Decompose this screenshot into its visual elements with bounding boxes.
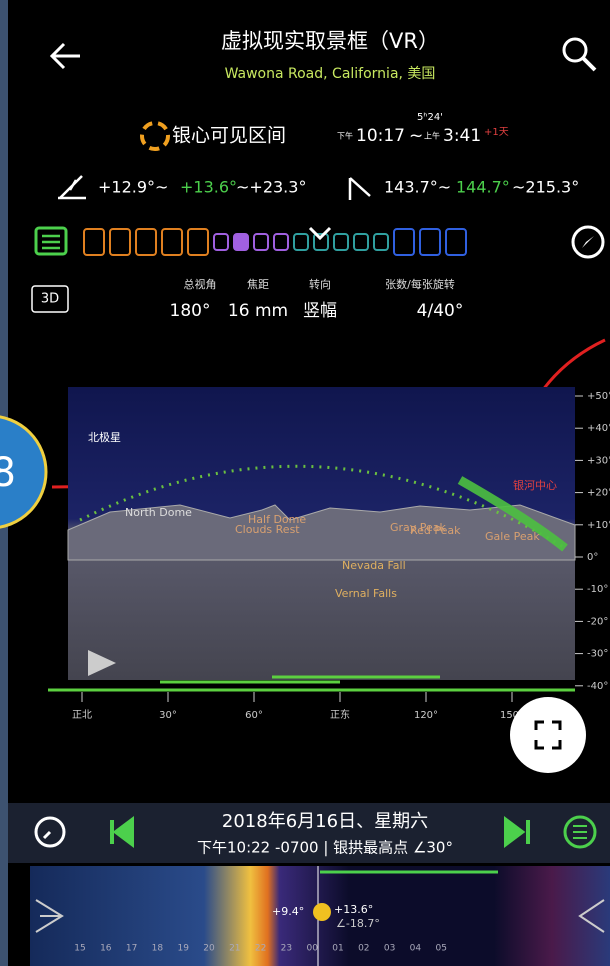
hour-label: 05 xyxy=(435,944,446,954)
hour-label: 01 xyxy=(332,944,343,954)
hour-label: 21 xyxy=(229,944,240,954)
end-time: 3:41 xyxy=(443,126,481,146)
hour-label: 18 xyxy=(152,944,164,954)
date: 2018年6月16日、星期六 xyxy=(222,811,428,832)
azimuth-tick-label: 正东 xyxy=(330,708,350,721)
setting-label: 总视角 xyxy=(184,277,217,291)
elevation-tick-label: +20° xyxy=(587,488,610,499)
timeline-left: +9.4° xyxy=(272,905,304,918)
hour-label: 17 xyxy=(126,944,137,954)
milky-way-label: 银心可见区间 xyxy=(172,125,286,147)
elevation-tick-label: +10° xyxy=(587,520,610,531)
setting-label: 张数/每张旋转 xyxy=(385,277,455,291)
elevation-min: +12.9°~ xyxy=(98,178,168,197)
setting-label: 焦距 xyxy=(247,278,269,291)
elevation-max: ~+23.3° xyxy=(236,178,306,197)
place-label: Red Peak xyxy=(410,524,461,537)
azimuth-tick-label: 120° xyxy=(414,710,438,721)
elevation-tick-label: +30° xyxy=(587,455,610,466)
subtitle: Wawona Road, California, 美国 xyxy=(225,66,436,82)
title: 虚拟现实取景框（VR） xyxy=(221,29,439,53)
azimuth-tick-label: 正北 xyxy=(72,709,92,721)
duration: 5ʰ24' xyxy=(417,112,443,123)
start-time: 10:17 xyxy=(356,126,405,146)
screen: 虚拟现实取景框（VR） Wawona Road, California, 美国 … xyxy=(0,0,610,966)
timeline-hours: 15 16 17 18 19 20 21 22 23 00 01 02 03 04 05 xyxy=(74,944,447,954)
hour-label: 00 xyxy=(306,944,318,954)
azimuth-current: 144.7° xyxy=(456,178,510,197)
date-detail: 下午10:22 -0700 | 银拱最高点 ∠30° xyxy=(197,839,453,857)
place-label: 北极星 xyxy=(88,430,121,444)
elevation-tick-label: 0° xyxy=(587,552,598,563)
hour-label: 04 xyxy=(410,944,422,954)
hour-label: 03 xyxy=(384,944,395,954)
elevation-tick-label: -20° xyxy=(587,616,608,627)
hour-label: 15 xyxy=(74,944,85,954)
setting-label: 转向 xyxy=(309,277,331,291)
next-day: +1天 xyxy=(484,127,509,138)
separator: ~ xyxy=(409,126,423,146)
elevation-tick-label: +40° xyxy=(587,423,610,434)
place-label: Clouds Rest xyxy=(235,523,300,536)
azimuth-min: 143.7°~ xyxy=(384,178,451,197)
elevation-current: +13.6° xyxy=(180,178,237,197)
place-label: North Dome xyxy=(125,506,192,519)
setting-value: 竖幅 xyxy=(303,301,337,321)
azimuth-tick-label: 30° xyxy=(159,710,177,721)
place-label: Vernal Falls xyxy=(335,587,397,600)
3d-label[interactable]: 3D xyxy=(41,292,59,307)
setting-value: 16 mm xyxy=(228,301,288,321)
hour-label: 20 xyxy=(203,944,215,954)
place-label: Gale Peak xyxy=(485,530,540,543)
timeline-center: +13.6° xyxy=(334,903,373,916)
hour-label: 22 xyxy=(255,944,266,954)
hour-label: 23 xyxy=(281,944,292,954)
elevation-tick-label: -10° xyxy=(587,584,608,595)
fullscreen-button[interactable] xyxy=(510,697,586,773)
end-prefix: 上午 xyxy=(424,131,440,141)
hour-label: 19 xyxy=(177,944,189,954)
sun-icon xyxy=(313,903,331,921)
place-label: 银河中心 xyxy=(513,478,557,492)
page: 虚拟现实取景框（VR） Wawona Road, California, 美国 … xyxy=(0,0,610,966)
time-chip xyxy=(234,234,248,250)
setting-value: 4/40° xyxy=(417,301,464,321)
place-label: Nevada Fall xyxy=(342,559,406,572)
elevation-tick-label: -30° xyxy=(587,649,608,660)
elevation-tick-label: +50° xyxy=(587,391,610,402)
marker-label: 8 xyxy=(0,450,16,496)
start-prefix: 下午 xyxy=(337,131,353,141)
hour-label: 02 xyxy=(358,944,369,954)
elevation-tick-label: -40° xyxy=(587,681,608,692)
setting-value: 180° xyxy=(170,301,211,321)
azimuth-tick-label: 60° xyxy=(245,710,263,721)
azimuth-max: ~215.3° xyxy=(512,178,579,197)
timeline-sun: ∠-18.7° xyxy=(336,917,380,930)
hour-label: 16 xyxy=(100,944,112,954)
